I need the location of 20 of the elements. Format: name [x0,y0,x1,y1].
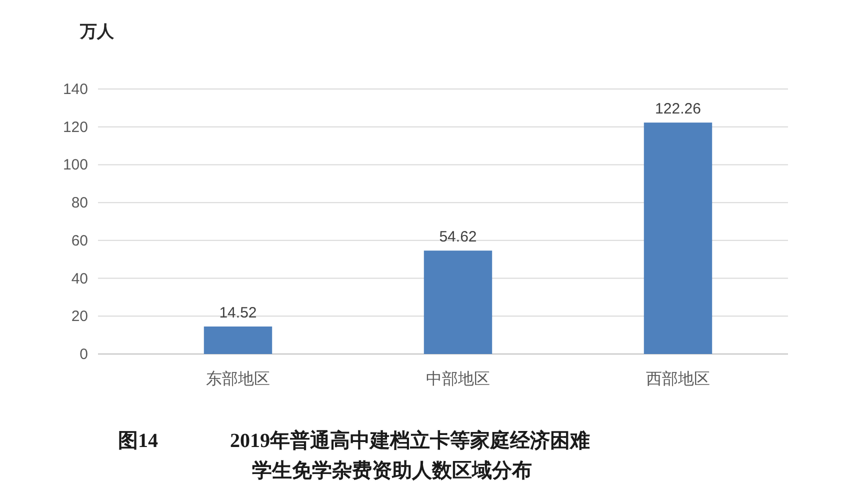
data-label: 54.62 [439,228,477,246]
y-tick-label: 60 [71,232,88,250]
text: 2019年普通高中建档立卡等家庭经济困难学生免学杂费资助人数区域分布 [230,429,590,482]
y-tick-label: 120 [62,118,88,136]
x-tick-label: 西部地区 [646,370,710,388]
x-tick-label: 中部地区 [426,370,490,388]
data-label: 122.26 [655,100,701,118]
bar [644,122,712,354]
y-tick-label: 0 [80,346,88,363]
bar [204,326,272,354]
y-tick-label: 20 [71,308,88,326]
y-tick-label: 40 [71,270,88,288]
y-axis-title: 万人 [79,22,115,41]
x-tick-label: 东部地区 [206,370,270,388]
caption: 图14 [118,430,158,452]
bar [424,250,492,354]
y-tick-label: 140 [62,81,88,98]
y-tick-label: 80 [71,194,88,212]
data-label: 14.52 [219,304,257,322]
y-tick-label: 100 [62,156,88,174]
